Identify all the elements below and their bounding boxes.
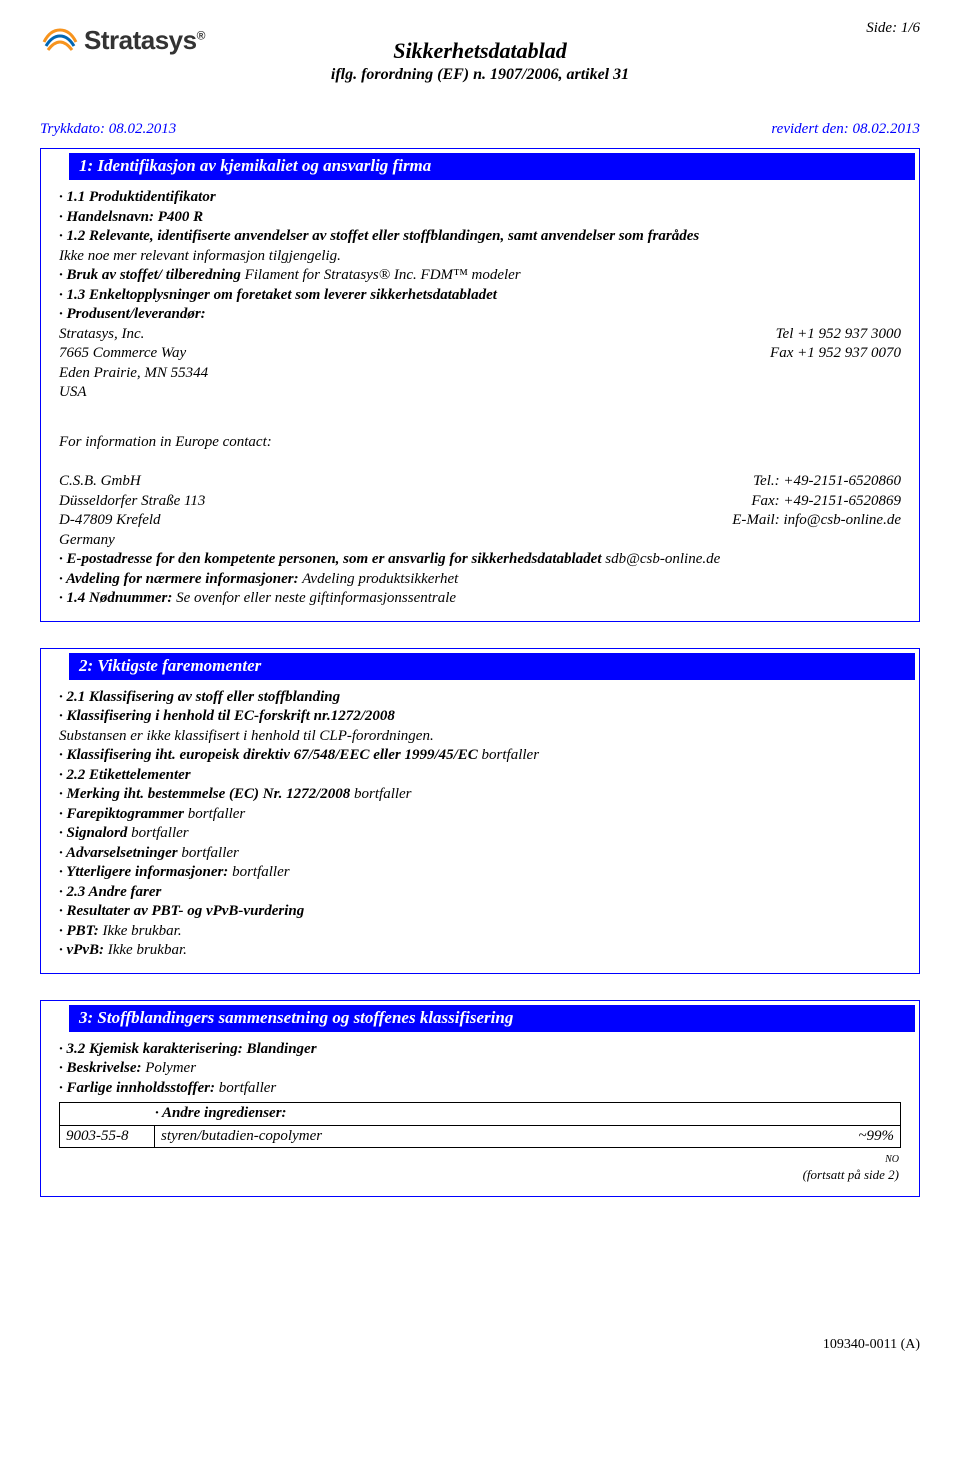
logo-icon — [40, 20, 80, 60]
producer-fax: Fax +1 952 937 0070 — [770, 344, 901, 364]
section-2-line: · Advarselsetninger bortfaller — [59, 844, 901, 864]
revised-date: revidert den: 08.02.2013 — [771, 121, 920, 138]
producer-addr3: USA — [59, 383, 770, 403]
section-1-header: 1: Identifikasjon av kjemikaliet og ansv… — [69, 153, 915, 180]
section-2-line: · PBT: Ikke brukbar. — [59, 922, 901, 942]
eu-fax: Fax: +49-2151-6520869 — [732, 492, 901, 512]
eu-contact-block: C.S.B. GmbH Düsseldorfer Straße 113 D-47… — [59, 472, 901, 550]
section-1: 1: Identifikasjon av kjemikaliet og ansv… — [40, 148, 920, 622]
section-2-line: Substansen er ikke klassifisert i henhol… — [59, 727, 901, 747]
page-indicator: Side: 1/6 — [866, 20, 920, 37]
ingredients-header-row: · Andre ingredienser: — [60, 1103, 900, 1126]
producer-tel: Tel +1 952 937 3000 — [770, 325, 901, 345]
section-2-line: · vPvB: Ikke brukbar. — [59, 941, 901, 961]
eu-name: C.S.B. GmbH — [59, 472, 732, 492]
section-2-line: · Merking iht. bestemmelse (EC) Nr. 1272… — [59, 785, 901, 805]
producer-addr2: Eden Prairie, MN 55344 — [59, 364, 770, 384]
email-resp-line: · E-postadresse for den kompetente perso… — [59, 550, 901, 570]
section-3-body: · 3.2 Kjemisk karakterisering: Blandinge… — [41, 1040, 919, 1188]
section-2-line: · Klassifisering iht. europeisk direktiv… — [59, 746, 901, 766]
section-2: 2: Viktigste faremomenter · 2.1 Klassifi… — [40, 648, 920, 974]
eu-addr1: Düsseldorfer Straße 113 — [59, 492, 732, 512]
section-3-header: 3: Stoffblandingers sammensetning og sto… — [69, 1005, 915, 1032]
use-line: · Bruk av stoffet/ tilberedning Filament… — [59, 266, 901, 286]
eu-addr2: D-47809 Krefeld — [59, 511, 732, 531]
eu-email: E-Mail: info@csb-online.de — [732, 511, 901, 531]
section-2-line: · Farepiktogrammer bortfaller — [59, 805, 901, 825]
logo-text: Stratasys® — [84, 25, 205, 56]
dept-line: · Avdeling for nærmere informasjoner: Av… — [59, 570, 901, 590]
pct-cell: ~99% — [830, 1126, 900, 1148]
meta-row: Trykkdato: 08.02.2013 revidert den: 08.0… — [40, 121, 920, 138]
eu-contact-intro: For information in Europe contact: — [59, 433, 901, 453]
cas-cell: 9003-55-8 — [60, 1126, 155, 1148]
section-2-body: · 2.1 Klassifisering av stoff eller stof… — [41, 688, 919, 965]
ingredients-table: · Andre ingredienser: 9003-55-8 styren/b… — [59, 1102, 901, 1148]
s1-3-label: · 1.3 Enkeltopplysninger om foretaket so… — [59, 286, 901, 306]
s1-2-note: Ikke noe mer relevant informasjon tilgje… — [59, 247, 901, 267]
ingredients-row: 9003-55-8 styren/butadien-copolymer ~99% — [60, 1126, 900, 1148]
section-2-line: · Signalord bortfaller — [59, 824, 901, 844]
section-2-line: · 2.1 Klassifisering av stoff eller stof… — [59, 688, 901, 708]
s3-2-label: · 3.2 Kjemisk karakterisering: Blandinge… — [59, 1040, 901, 1060]
section-2-line: · Ytterligere informasjoner: bortfaller — [59, 863, 901, 883]
section-3: 3: Stoffblandingers sammensetning og sto… — [40, 1000, 920, 1197]
producer-block: Stratasys, Inc. 7665 Commerce Way Eden P… — [59, 325, 901, 403]
producer-name: Stratasys, Inc. — [59, 325, 770, 345]
trade-name-line: · Handelsnavn: P400 R — [59, 208, 901, 228]
eu-tel: Tel.: +49-2151-6520860 — [732, 472, 901, 492]
name-cell: styren/butadien-copolymer — [155, 1126, 830, 1148]
eu-addr3: Germany — [59, 531, 732, 551]
document-subtitle: iflg. forordning (EF) n. 1907/2006, arti… — [40, 66, 920, 84]
emergency-line: · 1.4 Nødnummer: Se ovenfor eller neste … — [59, 589, 901, 609]
section-1-body: · 1.1 Produktidentifikator · Handelsnavn… — [41, 188, 919, 613]
section-2-line: · Klassifisering i henhold til EC-forskr… — [59, 707, 901, 727]
desc-line: · Beskrivelse: Polymer — [59, 1059, 901, 1079]
s1-1-label: · 1.1 Produktidentifikator — [59, 188, 901, 208]
print-date: Trykkdato: 08.02.2013 — [40, 121, 176, 138]
section-2-line: · 2.3 Andre farer — [59, 883, 901, 903]
document-header: Stratasys® Side: 1/6 Sikkerhetsdatablad … — [40, 20, 920, 115]
brand-logo: Stratasys® — [40, 20, 205, 60]
s1-2-label: · 1.2 Relevante, identifiserte anvendels… — [59, 227, 901, 247]
producer-addr1: 7665 Commerce Way — [59, 344, 770, 364]
section-2-line: · 2.2 Etikettelementer — [59, 766, 901, 786]
section-2-header: 2: Viktigste faremomenter — [69, 653, 915, 680]
hazardous-line: · Farlige innholdsstoffer: bortfaller — [59, 1079, 901, 1099]
footer-code: 109340-0011 (A) — [40, 1337, 920, 1353]
continuation-note: NO (fortsatt på side 2) — [59, 1150, 901, 1184]
section-2-line: · Resultater av PBT- og vPvB-vurdering — [59, 902, 901, 922]
producer-label: · Produsent/leverandør: — [59, 305, 901, 325]
